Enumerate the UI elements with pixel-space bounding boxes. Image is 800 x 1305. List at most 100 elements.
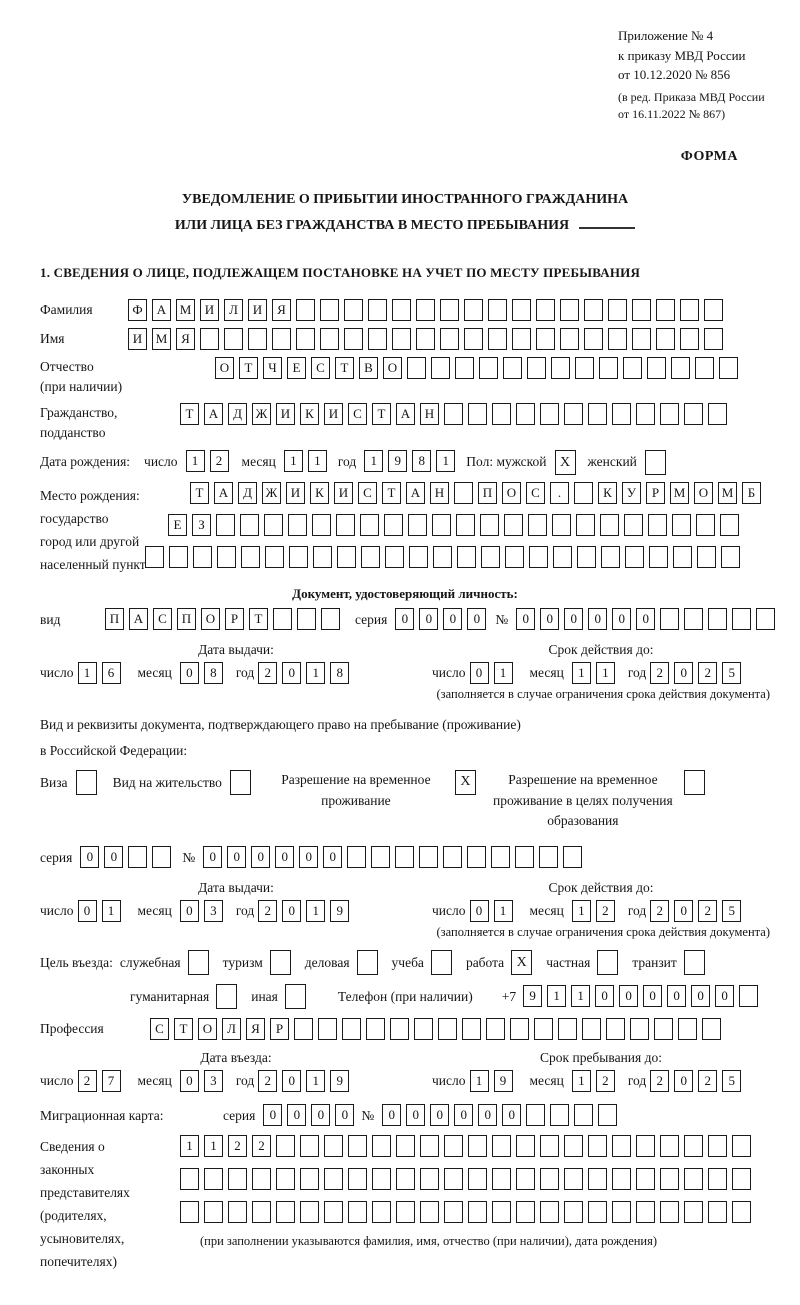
char-cell[interactable]: 0 <box>691 985 711 1008</box>
char-cell[interactable]: 2 <box>209 450 229 473</box>
char-cell[interactable]: 0 <box>516 608 536 631</box>
char-cell[interactable]: 2 <box>595 900 615 923</box>
char-cell[interactable] <box>708 608 728 631</box>
char-cell[interactable]: 0 <box>382 1104 402 1127</box>
char-cell[interactable]: 0 <box>674 1070 694 1093</box>
char-cell[interactable] <box>732 1135 751 1158</box>
char-cell[interactable]: 1 <box>77 662 97 685</box>
char-cell[interactable]: 9 <box>523 985 543 1008</box>
char-cell[interactable] <box>588 1135 607 1158</box>
char-cell[interactable]: И <box>248 299 267 322</box>
char-cell[interactable]: С <box>358 482 377 505</box>
char-cell[interactable]: 0 <box>540 608 560 631</box>
char-cell[interactable] <box>385 546 404 569</box>
char-cell[interactable] <box>492 1135 511 1158</box>
char-cell[interactable]: З <box>192 514 211 537</box>
char-cell[interactable]: 0 <box>469 900 489 923</box>
char-cell[interactable] <box>276 1201 295 1224</box>
char-cell[interactable]: 0 <box>502 1104 522 1127</box>
char-cell[interactable] <box>564 1135 583 1158</box>
char-cell[interactable] <box>534 1018 553 1041</box>
char-cell[interactable]: 1 <box>306 900 326 923</box>
char-cell[interactable]: И <box>276 403 295 426</box>
char-cell[interactable] <box>719 357 738 380</box>
char-cell[interactable] <box>528 514 547 537</box>
char-cell[interactable] <box>647 357 666 380</box>
char-cell[interactable] <box>551 357 570 380</box>
char-cell[interactable]: Р <box>270 1018 289 1041</box>
char-cell[interactable]: 3 <box>203 900 223 923</box>
char-cell[interactable]: 9 <box>493 1070 513 1093</box>
char-cell[interactable]: Я <box>246 1018 265 1041</box>
char-cell[interactable]: 0 <box>179 1070 199 1093</box>
char-cell[interactable] <box>684 608 704 631</box>
char-cell[interactable] <box>273 608 292 631</box>
char-cell[interactable] <box>444 1201 463 1224</box>
char-cell[interactable]: О <box>198 1018 217 1041</box>
char-cell[interactable]: 0 <box>619 985 639 1008</box>
char-cell[interactable]: С <box>150 1018 169 1041</box>
char-cell[interactable]: 2 <box>698 662 718 685</box>
char-cell[interactable] <box>300 1201 319 1224</box>
char-cell[interactable] <box>704 299 723 322</box>
char-cell[interactable] <box>347 846 367 869</box>
char-cell[interactable]: 0 <box>430 1104 450 1127</box>
char-cell[interactable] <box>468 403 487 426</box>
char-cell[interactable] <box>294 1018 313 1041</box>
char-cell[interactable] <box>552 514 571 537</box>
char-cell[interactable] <box>582 1018 601 1041</box>
char-cell[interactable]: 1 <box>180 1135 199 1158</box>
char-cell[interactable] <box>468 1168 487 1191</box>
char-cell[interactable] <box>455 357 474 380</box>
char-cell[interactable]: 0 <box>715 985 735 1008</box>
char-cell[interactable]: 0 <box>588 608 608 631</box>
char-cell[interactable]: О <box>502 482 521 505</box>
char-cell[interactable] <box>488 299 507 322</box>
char-cell[interactable] <box>680 299 699 322</box>
char-cell[interactable] <box>372 1135 391 1158</box>
char-cell[interactable] <box>296 328 315 351</box>
char-cell[interactable] <box>720 514 739 537</box>
char-cell[interactable] <box>673 546 692 569</box>
char-cell[interactable] <box>416 328 435 351</box>
char-cell[interactable]: Т <box>174 1018 193 1041</box>
char-cell[interactable]: 2 <box>650 900 670 923</box>
char-cell[interactable]: М <box>176 299 195 322</box>
char-cell[interactable] <box>368 299 387 322</box>
char-cell[interactable] <box>540 1201 559 1224</box>
char-cell[interactable]: 0 <box>564 608 584 631</box>
char-cell[interactable] <box>612 403 631 426</box>
char-cell[interactable] <box>492 1168 511 1191</box>
char-cell[interactable] <box>348 1135 367 1158</box>
char-cell[interactable]: 0 <box>469 662 489 685</box>
char-cell[interactable] <box>272 328 291 351</box>
purpose-humanitarian-checkbox[interactable] <box>216 984 238 1010</box>
char-cell[interactable] <box>539 846 559 869</box>
char-cell[interactable] <box>624 514 643 537</box>
char-cell[interactable] <box>217 546 236 569</box>
char-cell[interactable] <box>536 299 555 322</box>
char-cell[interactable]: Ж <box>252 403 271 426</box>
residence-permit-checkbox[interactable] <box>229 769 251 795</box>
char-cell[interactable]: Е <box>168 514 187 537</box>
char-cell[interactable] <box>632 299 651 322</box>
char-cell[interactable] <box>526 1104 546 1127</box>
char-cell[interactable] <box>479 357 498 380</box>
char-cell[interactable] <box>636 403 655 426</box>
char-cell[interactable] <box>588 1201 607 1224</box>
char-cell[interactable] <box>252 1168 271 1191</box>
char-cell[interactable]: И <box>200 299 219 322</box>
char-cell[interactable] <box>372 1201 391 1224</box>
char-cell[interactable] <box>612 1168 631 1191</box>
char-cell[interactable] <box>492 403 511 426</box>
char-cell[interactable] <box>649 546 668 569</box>
char-cell[interactable]: 2 <box>258 900 278 923</box>
char-cell[interactable] <box>492 1201 511 1224</box>
char-cell[interactable] <box>684 403 703 426</box>
char-cell[interactable]: 0 <box>104 846 124 869</box>
char-cell[interactable]: 0 <box>595 985 615 1008</box>
char-cell[interactable] <box>671 357 690 380</box>
char-cell[interactable]: 5 <box>722 900 742 923</box>
char-cell[interactable] <box>660 403 679 426</box>
char-cell[interactable]: 0 <box>251 846 271 869</box>
